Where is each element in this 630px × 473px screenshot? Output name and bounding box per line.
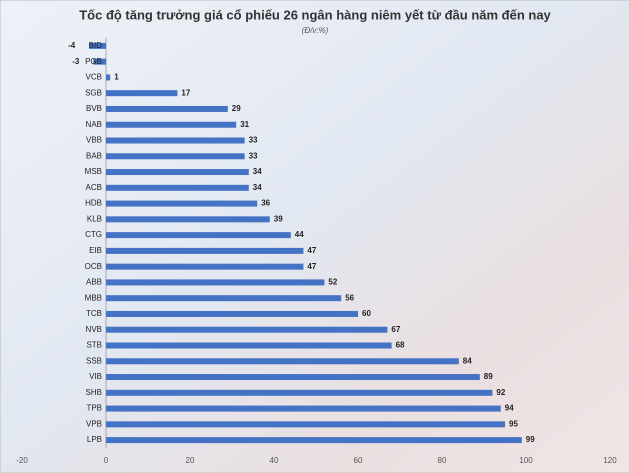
category-label: VCB (86, 73, 102, 82)
bar (106, 263, 304, 270)
category-label: CTG (85, 230, 102, 239)
value-label: 17 (181, 88, 190, 97)
category-label: KLB (87, 214, 102, 223)
value-label: 33 (249, 136, 258, 145)
x-tick-label: 20 (186, 456, 195, 465)
category-label: TCB (86, 309, 102, 318)
category-label: BID (89, 41, 103, 50)
value-label: 99 (526, 435, 535, 444)
category-label: STB (86, 341, 102, 350)
value-label: 39 (274, 214, 283, 223)
bar (106, 137, 245, 144)
bar (106, 200, 258, 207)
value-label: 60 (362, 309, 371, 318)
value-label: 31 (240, 120, 249, 129)
bar (106, 421, 505, 428)
bar (106, 105, 228, 112)
category-label: PGB (85, 57, 102, 66)
category-label: HDB (85, 199, 102, 208)
category-label: SGB (85, 88, 102, 97)
x-tick-label: 80 (438, 456, 447, 465)
value-label: 52 (328, 278, 337, 287)
bar (106, 342, 392, 349)
x-tick-label: 60 (354, 456, 363, 465)
value-label: -4 (68, 41, 76, 50)
bar (106, 358, 459, 365)
bar (106, 279, 325, 286)
bar (106, 247, 304, 254)
category-label: ACB (86, 183, 102, 192)
value-label: 1 (114, 73, 119, 82)
category-label: VPB (86, 419, 102, 428)
category-label: SHB (86, 388, 102, 397)
chart-subtitle: (Đ/v:%) (302, 26, 329, 35)
bar (106, 389, 493, 396)
value-label: 56 (345, 293, 354, 302)
value-label: 44 (295, 230, 304, 239)
bar (106, 295, 342, 302)
value-label: 29 (232, 104, 241, 113)
x-tick-label: 40 (270, 456, 279, 465)
bar (106, 121, 237, 128)
category-label: EIB (89, 246, 102, 255)
bar (89, 42, 106, 49)
category-label: VIB (89, 372, 102, 381)
value-label: 47 (307, 262, 316, 271)
bar (106, 90, 178, 97)
value-label: 92 (496, 388, 505, 397)
bar (106, 184, 249, 191)
category-label: OCB (85, 262, 102, 271)
value-label: 47 (307, 246, 316, 255)
bar (106, 216, 270, 223)
bar (106, 326, 388, 333)
value-label: 94 (505, 404, 514, 413)
category-label: LPB (87, 435, 102, 444)
bar (106, 374, 480, 381)
category-label: NAB (86, 120, 102, 129)
category-label: SSB (86, 356, 102, 365)
value-label: -3 (72, 57, 80, 66)
category-label: ABB (86, 278, 102, 287)
value-label: 89 (484, 372, 493, 381)
category-label: TPB (86, 404, 102, 413)
bar (106, 74, 111, 81)
value-label: 67 (391, 325, 400, 334)
category-label: BVB (86, 104, 102, 113)
value-label: 84 (463, 356, 472, 365)
bar (106, 232, 291, 239)
value-label: 68 (396, 341, 405, 350)
category-label: VBB (86, 136, 102, 145)
category-label: NVB (86, 325, 102, 334)
x-tick-label: 0 (104, 456, 109, 465)
value-label: 34 (253, 167, 262, 176)
x-tick-label: 120 (603, 456, 617, 465)
category-label: MSB (85, 167, 102, 176)
category-label: BAB (86, 151, 102, 160)
value-label: 33 (249, 151, 258, 160)
bar (106, 310, 358, 317)
bar (106, 153, 245, 160)
bar (106, 405, 501, 412)
bar (106, 169, 249, 176)
bar (106, 437, 522, 444)
chart-title: Tốc độ tăng trưởng giá cổ phiếu 26 ngân … (79, 7, 551, 22)
value-label: 34 (253, 183, 262, 192)
category-label: MBB (85, 293, 102, 302)
x-tick-label: 100 (519, 456, 533, 465)
bar (93, 58, 106, 65)
value-label: 95 (509, 419, 518, 428)
value-label: 36 (261, 199, 270, 208)
x-tick-label: -20 (16, 456, 28, 465)
